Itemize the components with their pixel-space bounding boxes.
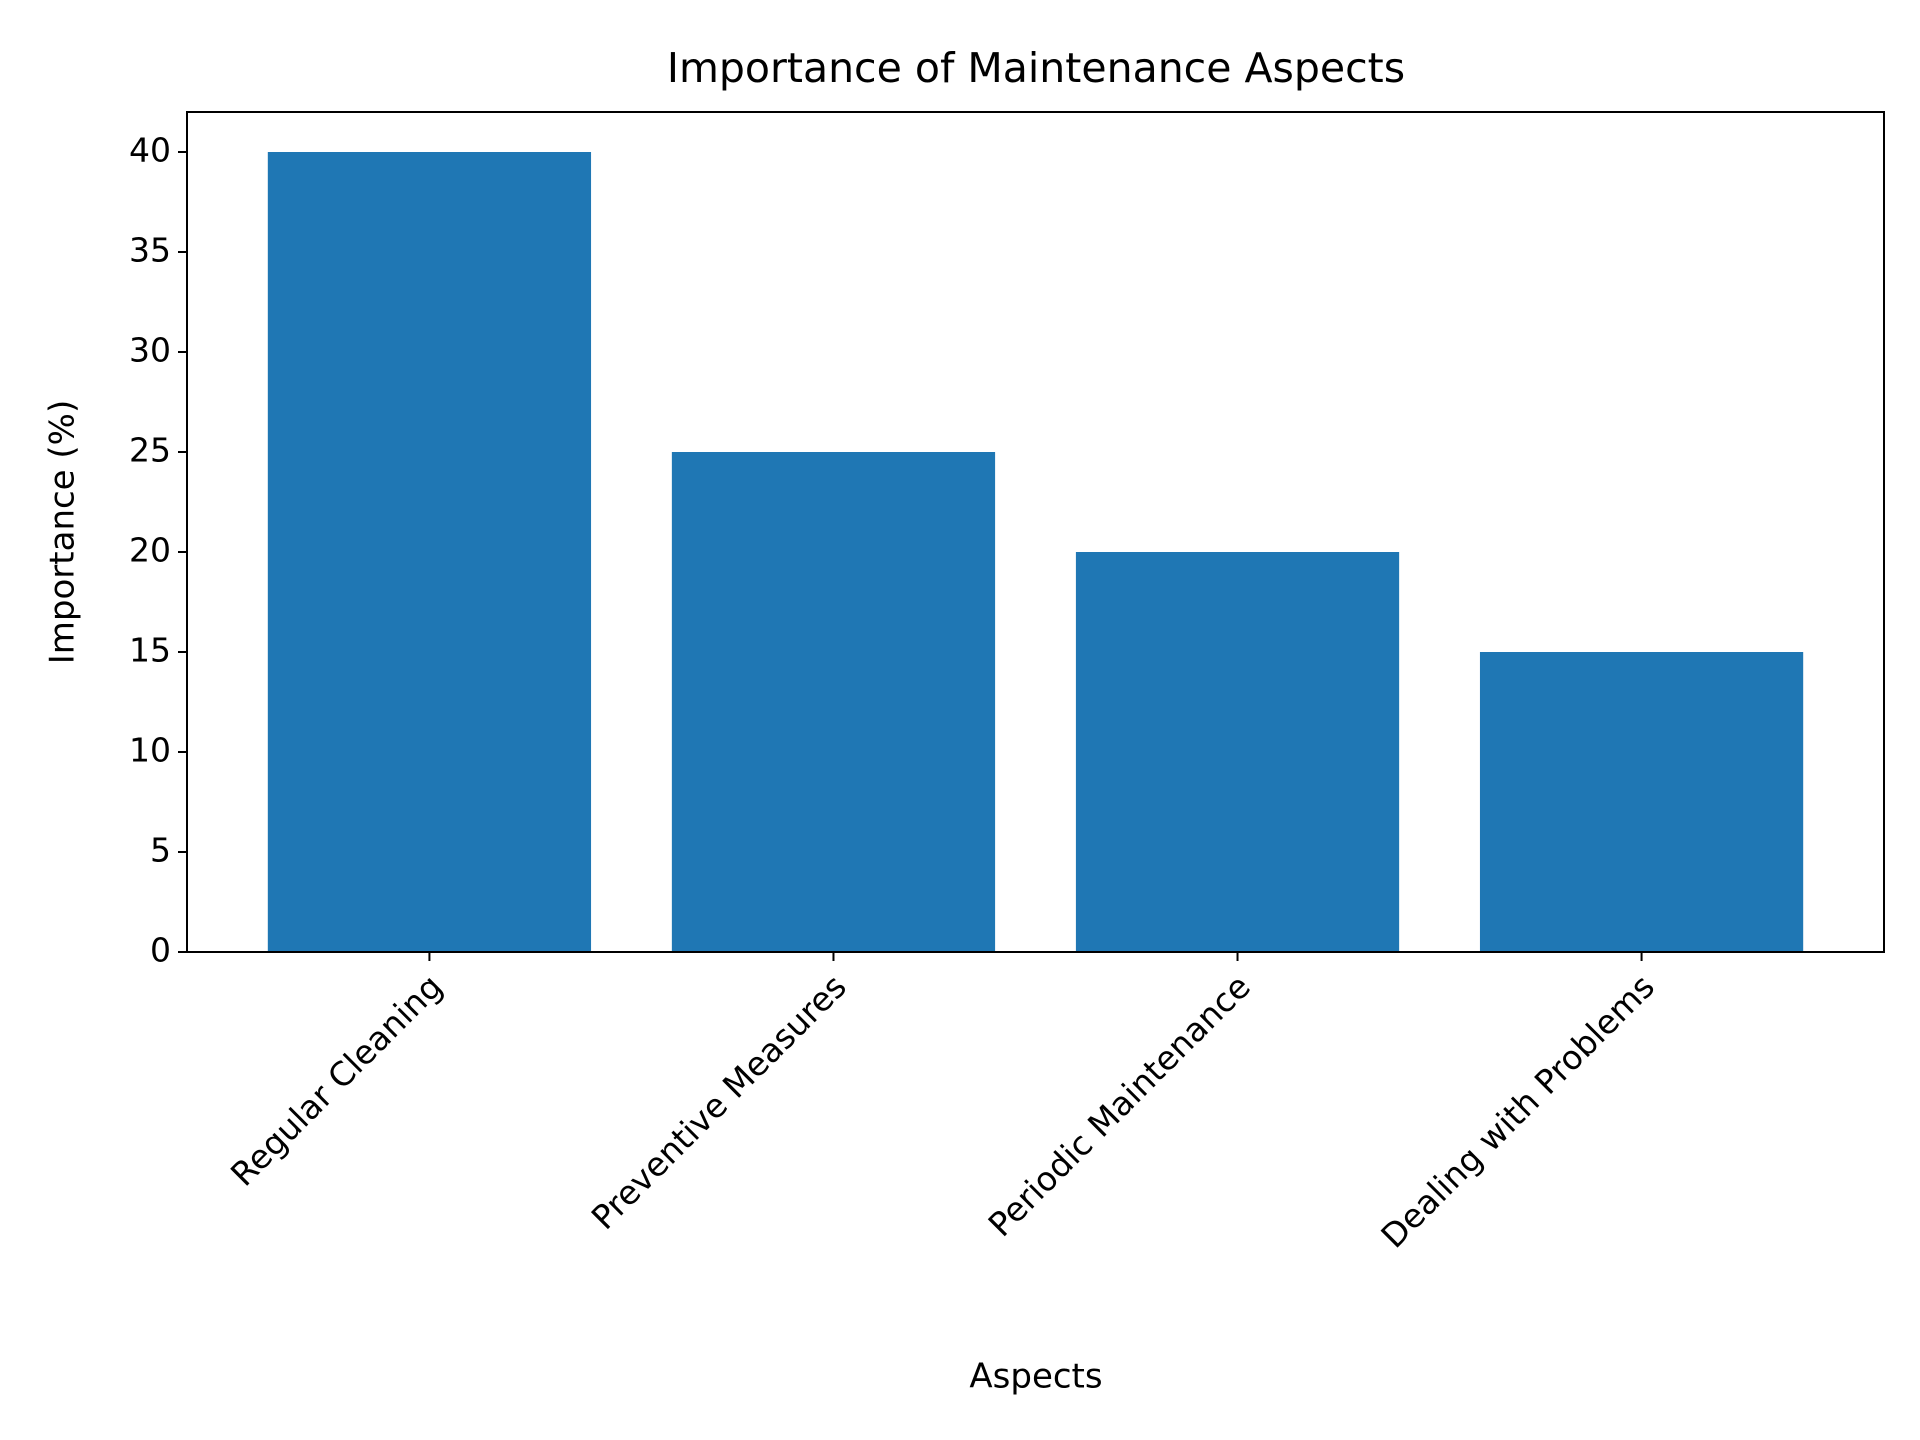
x-axis-label: Aspects — [969, 1357, 1102, 1397]
bar — [671, 452, 996, 952]
x-tick-label: Dealing with Problems — [1373, 967, 1662, 1256]
y-axis-label: Importance (%) — [43, 400, 83, 664]
y-tick-label: 30 — [129, 331, 171, 370]
y-tick-label: 25 — [129, 431, 171, 470]
bar — [1075, 552, 1400, 952]
chart-title: Importance of Maintenance Aspects — [667, 44, 1405, 92]
y-tick-label: 20 — [129, 531, 171, 570]
bar — [1479, 652, 1804, 952]
x-tick-label: Periodic Maintenance — [981, 967, 1258, 1244]
plot-frame — [186, 111, 1885, 953]
y-tick-label: 35 — [129, 231, 171, 270]
y-tick-label: 0 — [150, 931, 171, 970]
x-tick-label: Regular Cleaning — [223, 967, 450, 1194]
x-tick-label: Preventive Measures — [584, 967, 854, 1237]
y-tick-label: 40 — [129, 131, 171, 170]
y-tick-label: 5 — [150, 831, 171, 870]
y-tick-label: 15 — [129, 631, 171, 670]
y-tick-label: 10 — [129, 731, 171, 770]
bar — [267, 152, 592, 952]
